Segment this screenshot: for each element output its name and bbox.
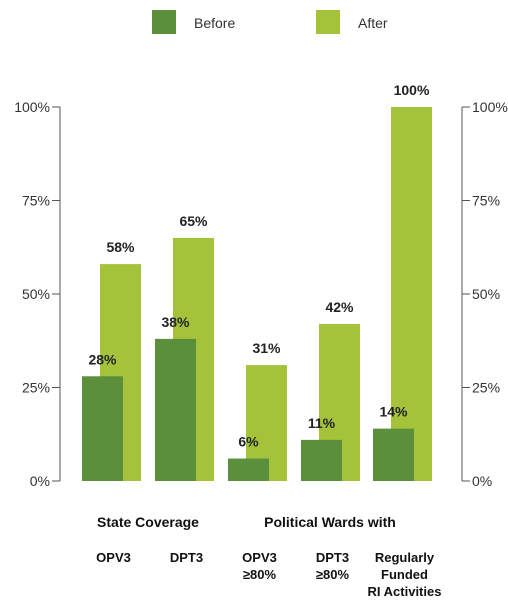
y-tick-label-right: 25% (472, 380, 500, 396)
bar-before (82, 376, 123, 481)
category-label: Regularly (375, 550, 435, 565)
y-tick-label-right: 0% (472, 473, 492, 489)
bar-before (155, 338, 196, 481)
value-label-before: 28% (88, 351, 117, 367)
category-label: Funded (381, 567, 428, 582)
group-label: State Coverage (97, 514, 199, 530)
category-label: ≥80% (243, 567, 277, 582)
category-label: RI Activities (368, 584, 442, 599)
y-tick-label-left: 100% (14, 99, 50, 115)
category-label: DPT3 (316, 550, 349, 565)
legend-swatch-before (152, 10, 176, 34)
value-label-after: 42% (325, 299, 354, 315)
bar-after (391, 107, 432, 481)
value-label-after: 65% (179, 213, 208, 229)
group-label: Political Wards with (264, 514, 396, 530)
y-tick-label-left: 25% (22, 380, 50, 396)
category-label: ≥80% (316, 567, 350, 582)
y-tick-label-right: 100% (472, 99, 508, 115)
y-tick-label-left: 0% (30, 473, 50, 489)
legend-swatch-after (316, 10, 340, 34)
category-label: OPV3 (96, 550, 131, 565)
legend-label-before: Before (194, 15, 235, 31)
value-label-after: 58% (106, 239, 135, 255)
legend-label-after: After (358, 15, 388, 31)
value-label-after: 100% (394, 82, 430, 98)
y-tick-label-left: 50% (22, 286, 50, 302)
category-label: DPT3 (170, 550, 203, 565)
value-label-before: 38% (161, 314, 190, 330)
y-tick-label-right: 50% (472, 286, 500, 302)
value-label-before: 11% (308, 415, 336, 431)
value-label-before: 14% (379, 404, 408, 420)
value-label-before: 6% (238, 434, 259, 450)
value-label-after: 31% (252, 340, 281, 356)
y-tick-label-left: 75% (22, 193, 50, 209)
category-label: OPV3 (242, 550, 277, 565)
bar-before (301, 439, 342, 481)
bar-before (373, 428, 414, 481)
bar-before (228, 458, 269, 481)
y-tick-label-right: 75% (472, 193, 500, 209)
